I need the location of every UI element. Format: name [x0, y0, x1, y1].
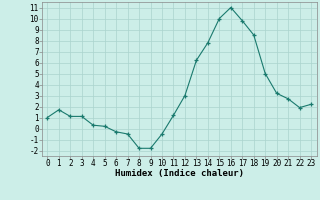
X-axis label: Humidex (Indice chaleur): Humidex (Indice chaleur) [115, 169, 244, 178]
